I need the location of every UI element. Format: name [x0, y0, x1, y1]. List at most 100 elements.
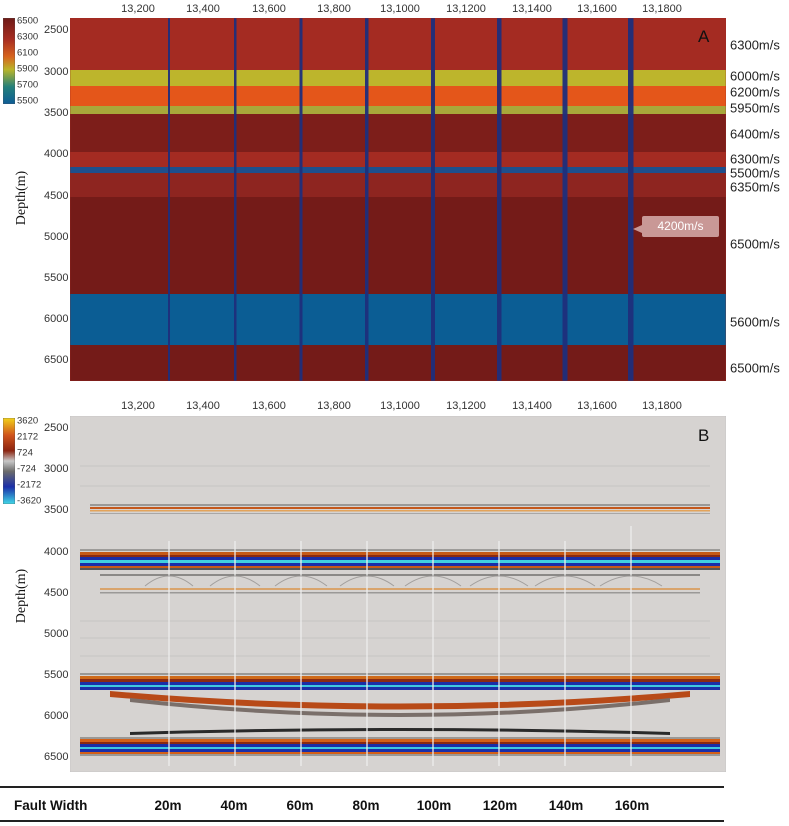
x-tick: 13,1000 — [380, 400, 420, 412]
y-tick: 4000 — [44, 546, 69, 558]
y-axis-label: Depth(m) — [14, 568, 29, 624]
panel-a-letter: A — [698, 27, 710, 46]
seismic-section-plot — [70, 416, 726, 772]
y-tick: 5000 — [44, 231, 69, 243]
fault-width-value: 160m — [614, 798, 650, 813]
table-top-rule — [0, 786, 724, 788]
y-tick: 3000 — [44, 463, 69, 475]
y-tick: 3000 — [44, 66, 69, 78]
y-tick: 3500 — [44, 107, 69, 119]
reflector-5600 — [80, 673, 720, 717]
y-axis-label: Depth(m) — [14, 170, 29, 226]
fault-width-value: 80m — [352, 798, 380, 813]
fault-100m — [431, 18, 435, 381]
x-tick: 13,600 — [252, 400, 286, 412]
reflector-4200 — [80, 549, 720, 594]
y-tick: 6500 — [44, 751, 69, 763]
colorbar-label: 3620 — [17, 415, 39, 427]
y-tick: 4000 — [44, 148, 69, 160]
fault-width-value: 60m — [286, 798, 314, 813]
x-tick: 13,1800 — [642, 3, 682, 15]
colorbar-label: 6500 — [17, 15, 39, 27]
velocity-label: 6400m/s — [730, 126, 780, 142]
colorbar-label: 5900 — [17, 63, 39, 75]
x-tick: 13,1600 — [577, 400, 617, 412]
layer-6400 — [70, 114, 726, 152]
layer-6500b — [70, 345, 726, 381]
panel-b: 13,200 13,400 13,600 13,800 13,1000 13,1… — [0, 392, 789, 782]
x-tick: 13,1600 — [577, 3, 617, 15]
fault-40m — [234, 18, 237, 381]
colorbar-label: 6100 — [17, 47, 39, 59]
velocity-label: 5950m/s — [730, 100, 780, 116]
colorbar-label: 2172 — [17, 431, 39, 443]
fault-20m — [168, 18, 170, 381]
layer-5600 — [70, 294, 726, 345]
x-tick: 13,200 — [121, 3, 155, 15]
colorbar-label: -3620 — [17, 495, 42, 507]
velocity-label: 6000m/s — [730, 68, 780, 84]
y-tick: 4500 — [44, 190, 69, 202]
reflector-3500 — [90, 504, 710, 514]
fault-width-value: 100m — [416, 798, 452, 813]
colorbar-label: 724 — [17, 447, 33, 459]
x-tick: 13,1200 — [446, 3, 486, 15]
velocity-label: 6500m/s — [730, 236, 780, 252]
fault-width-value: 120m — [482, 798, 518, 813]
fault-width-title: Fault Width — [14, 798, 88, 813]
velocity-model-plot — [70, 18, 726, 381]
y-tick: 4500 — [44, 587, 69, 599]
fault-60m — [299, 18, 303, 381]
x-tick: 13,1800 — [642, 400, 682, 412]
fault-120m — [497, 18, 502, 381]
fault-140m — [562, 18, 568, 381]
x-tick: 13,400 — [186, 3, 220, 15]
y-tick: 2500 — [44, 422, 69, 434]
x-tick: 13,1200 — [446, 400, 486, 412]
x-tick: 13,800 — [317, 400, 351, 412]
fault-width-value: 20m — [154, 798, 182, 813]
layer-6300 — [70, 18, 726, 70]
layer-6350 — [70, 173, 726, 197]
velocity-label: 6300m/s — [730, 37, 780, 53]
panel-b-letter: B — [698, 426, 710, 445]
x-tick: 13,200 — [121, 400, 155, 412]
y-tick: 6000 — [44, 313, 69, 325]
y-tick: 5500 — [44, 272, 69, 284]
fault-velocity-callout: 4200m/s — [633, 216, 719, 237]
velocity-label: 6500m/s — [730, 360, 780, 376]
velocity-label: 6300m/s — [730, 151, 780, 167]
y-tick: 5500 — [44, 669, 69, 681]
amplitude-colorbar — [3, 418, 15, 504]
y-tick: 2500 — [44, 24, 69, 36]
y-tick: 6000 — [44, 710, 69, 722]
colorbar-label: 6300 — [17, 31, 39, 43]
velocity-label: 6200m/s — [730, 84, 780, 100]
colorbar-label: 5700 — [17, 79, 39, 91]
y-tick: 6500 — [44, 354, 69, 366]
x-tick: 13,400 — [186, 400, 220, 412]
fault-80m — [365, 18, 369, 381]
panel-a: 13,200 13,400 13,600 13,800 13,1000 13,1… — [0, 0, 789, 390]
reflector-6300 — [80, 728, 720, 756]
y-tick: 5000 — [44, 628, 69, 640]
colorbar-label: -2172 — [17, 479, 42, 491]
velocity-colorbar — [3, 18, 15, 104]
fault-width-value: 140m — [548, 798, 584, 813]
x-tick: 13,600 — [252, 3, 286, 15]
layer-5500 — [70, 167, 726, 173]
velocity-label: 6350m/s — [730, 179, 780, 195]
fault-160m — [628, 18, 634, 381]
colorbar-label: -724 — [17, 463, 37, 475]
x-tick: 13,800 — [317, 3, 351, 15]
x-tick: 13,1400 — [512, 400, 552, 412]
x-tick: 13,1400 — [512, 3, 552, 15]
layer-5950 — [70, 106, 726, 114]
colorbar-label: 5500 — [17, 95, 39, 107]
x-tick: 13,1000 — [380, 3, 420, 15]
y-tick: 3500 — [44, 504, 69, 516]
fault-width-value: 40m — [220, 798, 248, 813]
layer-6500 — [70, 197, 726, 294]
table-bottom-rule — [0, 820, 724, 822]
velocity-label: 5600m/s — [730, 314, 780, 330]
